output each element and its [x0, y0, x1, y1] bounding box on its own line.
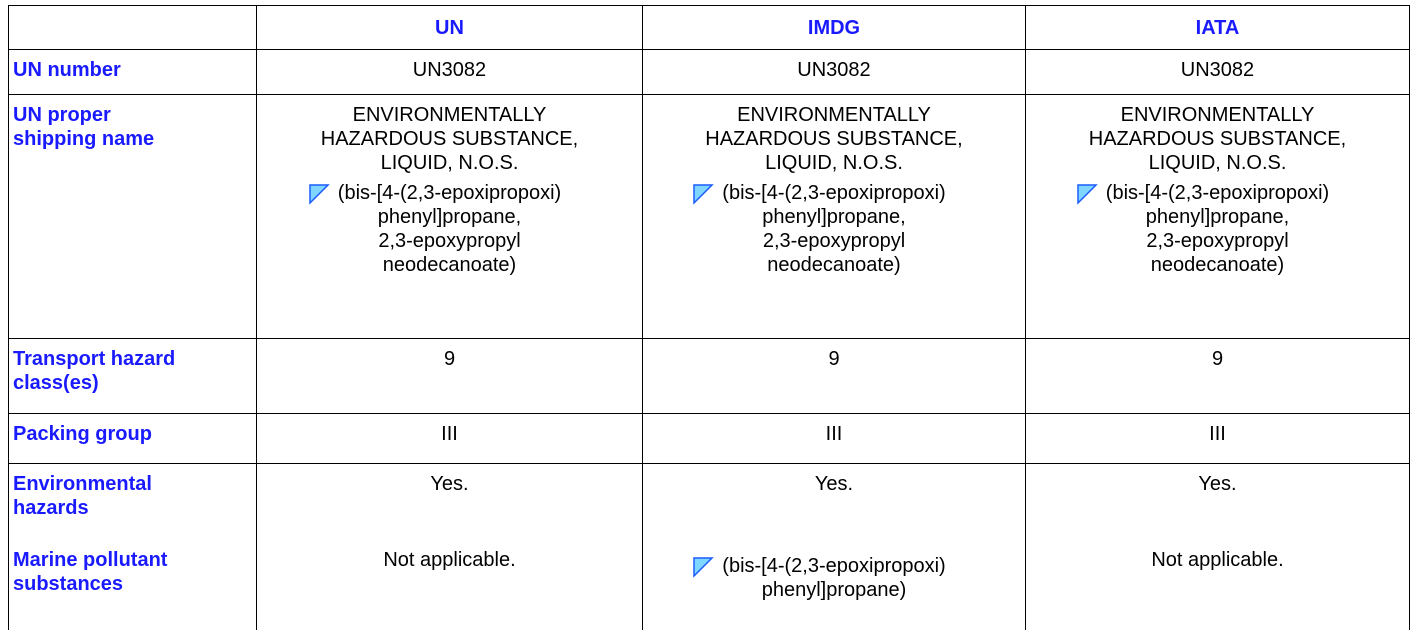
cell-text: 9 [443, 348, 456, 370]
header-row: UN IMDG IATA [8, 5, 1410, 50]
table-row: UN proper shipping name ENVIRONMENTALLY H… [8, 94, 1410, 339]
table-cell: UN3082 [1025, 49, 1410, 95]
transport-table: UN IMDG IATA UN number UN3082 UN3082 UN3082 UN… [8, 5, 1410, 630]
table-cell: III [1025, 413, 1410, 464]
cell-text: UN3082 [412, 59, 487, 81]
table-cell: 9 [1025, 338, 1410, 414]
note-icon [309, 184, 330, 205]
table-cell: Yes. [256, 463, 643, 540]
cell-note-block: (bis-[4-(2,3-epoxipropoxi) phenyl]propan… [647, 548, 1021, 602]
table-cell: III [256, 413, 643, 464]
table-cell: 9 [256, 338, 643, 414]
note-icon [693, 184, 715, 205]
cell-text: 9 [828, 348, 840, 370]
cell-note: (bis-[4-(2,3-epoxipropoxi) phenyl]propan… [1077, 181, 1329, 277]
cell-text: Yes. [1198, 473, 1237, 495]
cell-text: UN3082 [797, 59, 871, 81]
cell-note-block: (bis-[4-(2,3-epoxipropoxi) phenyl]propan… [647, 175, 1021, 277]
cell-note: (bis-[4-(2,3-epoxipropoxi) phenyl]propan… [309, 181, 561, 277]
table-cell: Yes. [642, 463, 1026, 540]
row-label: Transport hazard class(es) [8, 338, 257, 414]
cell-text: 9 [1211, 348, 1224, 370]
cell-note: (bis-[4-(2,3-epoxipropoxi) phenyl]propan… [693, 554, 946, 602]
column-header: IMDG [642, 5, 1026, 50]
cell-text: Yes. [814, 473, 854, 495]
table-row: UN number UN3082 UN3082 UN3082 [8, 49, 1410, 95]
row-label: UN proper shipping name [8, 94, 257, 339]
row-label: Packing group [8, 413, 257, 464]
table-cell: 9 [642, 338, 1026, 414]
cell-text: III [1209, 423, 1226, 445]
cell-text: III [825, 423, 843, 445]
cell-text: Not applicable. [383, 548, 516, 571]
cell-note-block: (bis-[4-(2,3-epoxipropoxi) phenyl]propan… [1030, 175, 1405, 277]
cell-text: III [441, 423, 458, 445]
cell-note-block: (bis-[4-(2,3-epoxipropoxi) phenyl]propan… [261, 175, 638, 277]
table-row: Transport hazard class(es) 9 9 9 [8, 338, 1410, 414]
row-label: Environmental hazards [8, 463, 257, 540]
cell-text: ENVIRONMENTALLY HAZARDOUS SUBSTANCE, LIQ… [1088, 104, 1347, 174]
table-cell: Not applicable. [1025, 539, 1410, 630]
table-row: Environmental hazards Yes. Yes. Yes. [8, 463, 1410, 540]
row-label: Marine pollutant substances [8, 539, 257, 630]
cell-text: ENVIRONMENTALLY HAZARDOUS SUBSTANCE, LIQ… [320, 104, 579, 174]
note-icon-shape [693, 556, 715, 578]
table-cell: (bis-[4-(2,3-epoxipropoxi) phenyl]propan… [642, 539, 1026, 630]
note-icon-shape [693, 184, 715, 205]
note-icon-shape [309, 184, 330, 205]
table-cell: UN3082 [256, 49, 643, 95]
table-row: Packing group III III III [8, 413, 1410, 464]
corner-cell [8, 5, 257, 50]
cell-text: UN3082 [1180, 59, 1255, 81]
table-row: Marine pollutant substances Not applicabl… [8, 539, 1410, 630]
table-cell: ENVIRONMENTALLY HAZARDOUS SUBSTANCE, LIQ… [1025, 94, 1410, 339]
note-icon-shape [1077, 184, 1098, 205]
note-icon [693, 556, 715, 578]
table-cell: ENVIRONMENTALLY HAZARDOUS SUBSTANCE, LIQ… [256, 94, 643, 339]
table-cell: ENVIRONMENTALLY HAZARDOUS SUBSTANCE, LIQ… [642, 94, 1026, 339]
cell-text: Yes. [430, 473, 469, 495]
table-cell: Not applicable. [256, 539, 643, 630]
cell-note: (bis-[4-(2,3-epoxipropoxi) phenyl]propan… [693, 181, 946, 277]
column-header: IATA [1025, 5, 1410, 50]
table-cell: III [642, 413, 1026, 464]
table-cell: Yes. [1025, 463, 1410, 540]
note-icon [1077, 184, 1098, 205]
row-label: UN number [8, 49, 257, 95]
cell-text: Not applicable. [1151, 548, 1284, 571]
column-header: UN [256, 5, 643, 50]
cell-text: ENVIRONMENTALLY HAZARDOUS SUBSTANCE, LIQ… [705, 104, 963, 174]
table-cell: UN3082 [642, 49, 1026, 95]
